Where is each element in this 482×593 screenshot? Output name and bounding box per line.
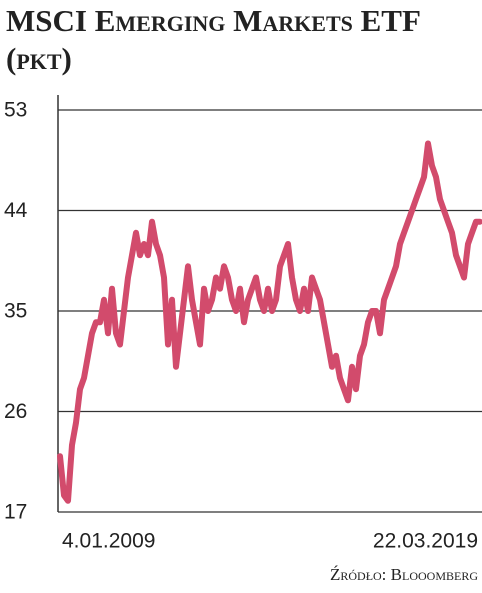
source: Źródło: Blooomberg (330, 565, 478, 584)
data-line (57, 140, 482, 504)
x-tick-label: 22.03.2019 (373, 530, 478, 553)
x-tick-label: 4.01.2009 (62, 530, 155, 553)
y-tick-label: 26 (4, 400, 27, 423)
chart-title: MSCI Emerging Markets ETF (pkt) (6, 3, 420, 76)
y-tick-label: 44 (4, 199, 28, 222)
y-tick-label: 17 (4, 501, 27, 524)
y-tick-label: 53 (4, 99, 27, 122)
y-tick-label: 35 (4, 300, 27, 323)
